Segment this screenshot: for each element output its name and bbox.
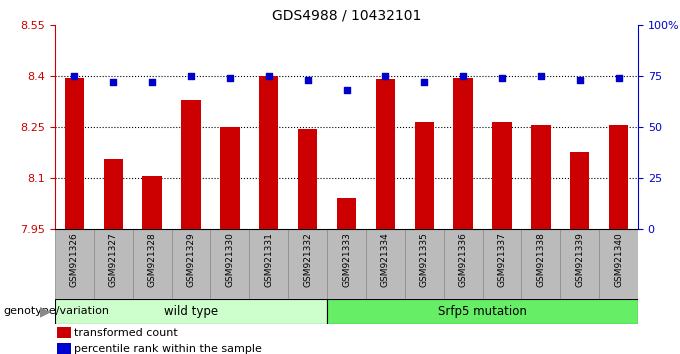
Text: GSM921329: GSM921329: [186, 233, 196, 287]
Text: transformed count: transformed count: [74, 328, 178, 338]
Bar: [259, 76, 279, 229]
Bar: [415, 122, 434, 229]
Point: [147, 79, 158, 85]
Bar: [405, 229, 443, 299]
Point: [380, 73, 391, 79]
Bar: [522, 229, 560, 299]
Bar: [366, 229, 405, 299]
Point: [613, 75, 624, 81]
Text: genotype/variation: genotype/variation: [3, 307, 109, 316]
Text: percentile rank within the sample: percentile rank within the sample: [74, 344, 262, 354]
Text: GSM921326: GSM921326: [70, 233, 79, 287]
Bar: [337, 198, 356, 229]
Text: GSM921330: GSM921330: [225, 233, 235, 287]
Bar: [609, 125, 628, 229]
Text: GSM921337: GSM921337: [498, 233, 507, 287]
Bar: [298, 129, 318, 229]
Bar: [171, 229, 211, 299]
Text: GSM921331: GSM921331: [265, 233, 273, 287]
Point: [496, 75, 507, 81]
Text: GSM921340: GSM921340: [614, 233, 623, 287]
Point: [186, 73, 197, 79]
Bar: [94, 229, 133, 299]
Bar: [454, 78, 473, 229]
Bar: [103, 159, 123, 229]
Text: Srfp5 mutation: Srfp5 mutation: [438, 305, 527, 318]
Bar: [327, 229, 366, 299]
Point: [341, 87, 352, 93]
Text: GSM921328: GSM921328: [148, 233, 156, 287]
Text: GSM921339: GSM921339: [575, 233, 584, 287]
Point: [302, 77, 313, 83]
Bar: [327, 299, 638, 324]
Bar: [483, 229, 522, 299]
Text: GSM921338: GSM921338: [537, 233, 545, 287]
Bar: [211, 229, 250, 299]
Bar: [182, 100, 201, 229]
Bar: [220, 127, 239, 229]
Text: GSM921327: GSM921327: [109, 233, 118, 287]
Bar: [375, 79, 395, 229]
Text: GSM921336: GSM921336: [458, 233, 468, 287]
Text: GSM921333: GSM921333: [342, 233, 351, 287]
Bar: [570, 153, 590, 229]
Text: ▶: ▶: [39, 304, 50, 319]
Bar: [56, 343, 71, 354]
Bar: [531, 125, 551, 229]
Text: GSM921335: GSM921335: [420, 233, 428, 287]
Bar: [560, 229, 599, 299]
Title: GDS4988 / 10432101: GDS4988 / 10432101: [272, 8, 421, 22]
Point: [263, 73, 274, 79]
Point: [224, 75, 235, 81]
Bar: [250, 229, 288, 299]
Bar: [65, 78, 84, 229]
Text: GSM921332: GSM921332: [303, 233, 312, 287]
Bar: [55, 299, 327, 324]
Bar: [443, 229, 483, 299]
Bar: [599, 229, 638, 299]
Bar: [492, 122, 511, 229]
Text: GSM921334: GSM921334: [381, 233, 390, 287]
Bar: [142, 176, 162, 229]
Point: [108, 79, 119, 85]
Bar: [55, 229, 94, 299]
Point: [535, 73, 546, 79]
Text: wild type: wild type: [164, 305, 218, 318]
Point: [419, 79, 430, 85]
Bar: [56, 327, 71, 338]
Bar: [133, 229, 171, 299]
Point: [69, 73, 80, 79]
Point: [574, 77, 585, 83]
Bar: [288, 229, 327, 299]
Point: [458, 73, 469, 79]
